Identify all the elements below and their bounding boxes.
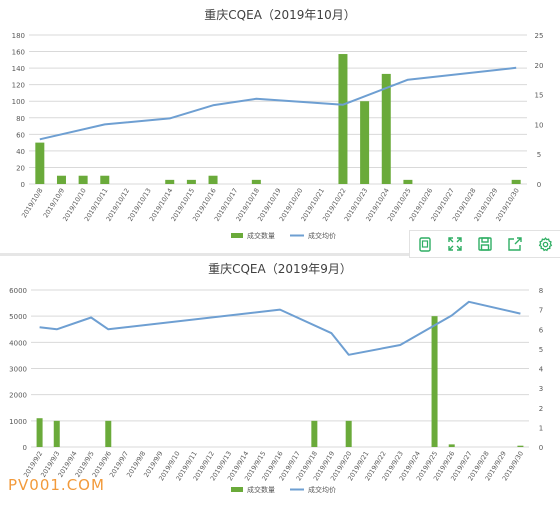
line-series-avg-price xyxy=(39,300,521,356)
share-icon[interactable] xyxy=(507,236,523,252)
x-tick-label: 2019/10/8 xyxy=(20,187,44,220)
y-left-tick-label: 60 xyxy=(16,131,25,139)
bar xyxy=(381,73,391,184)
bar xyxy=(78,175,88,184)
y-left-tick-label: 180 xyxy=(12,32,25,40)
y-left-tick-label: 3000 xyxy=(9,366,27,374)
bar xyxy=(53,420,60,447)
legend-bar-swatch xyxy=(231,487,243,492)
settings-icon[interactable] xyxy=(537,236,553,252)
chart-title: 重庆CQEA（2019年10月） xyxy=(204,8,355,22)
y-left-tick-label: 100 xyxy=(12,98,25,106)
bar xyxy=(36,418,43,447)
y-right-tick-label: 8 xyxy=(539,287,543,295)
y-right-tick-label: 15 xyxy=(535,92,544,100)
y-right-tick-label: 20 xyxy=(535,62,544,70)
bar xyxy=(511,179,521,184)
line-series-avg-price xyxy=(39,66,517,141)
y-right-tick-label: 2 xyxy=(539,405,543,413)
bar xyxy=(165,179,175,184)
y-left-tick-label: 0 xyxy=(21,181,25,189)
legend-bar-swatch xyxy=(231,233,243,238)
legend-bar-label: 成交数量 xyxy=(247,231,275,240)
y-left-tick-label: 1000 xyxy=(9,418,27,426)
bar xyxy=(360,101,370,184)
y-right-tick-label: 1 xyxy=(539,424,543,432)
y-left-tick-label: 0 xyxy=(23,444,27,452)
y-left-tick-label: 160 xyxy=(12,49,25,57)
bar xyxy=(403,179,413,184)
watermark-text: PV001.COM xyxy=(8,476,105,494)
y-right-tick-label: 5 xyxy=(537,151,541,159)
save-icon[interactable] xyxy=(477,236,493,252)
y-left-tick-label: 4000 xyxy=(9,339,27,347)
y-right-tick-label: 5 xyxy=(539,346,543,354)
y-right-tick-label: 4 xyxy=(539,366,544,374)
y-right-tick-label: 6 xyxy=(539,326,544,334)
y-left-tick-label: 120 xyxy=(12,82,25,90)
legend-bar-label: 成交数量 xyxy=(247,485,275,494)
y-right-tick-label: 7 xyxy=(539,307,543,315)
bar xyxy=(186,179,196,184)
chart-toolbar xyxy=(409,230,560,258)
y-right-tick-label: 3 xyxy=(539,385,543,393)
y-left-tick-label: 2000 xyxy=(9,392,27,400)
y-left-tick-label: 6000 xyxy=(9,287,27,295)
x-tick-label: 2019/10/9 xyxy=(42,187,66,220)
bar xyxy=(251,179,261,184)
bar xyxy=(56,175,66,184)
copy-icon[interactable] xyxy=(417,236,433,252)
bar xyxy=(448,444,455,447)
y-left-tick-label: 40 xyxy=(16,148,25,156)
legend-line-label: 成交均价 xyxy=(308,231,336,240)
y-left-tick-label: 80 xyxy=(16,115,25,123)
chart-panel-october: 重庆CQEA（2019年10月） 0 20 40 60 80 100 120 140 160 180… xyxy=(0,0,560,253)
y-right-tick-label: 0 xyxy=(539,444,543,452)
panel-divider xyxy=(0,253,560,256)
y-right-tick-label: 10 xyxy=(535,121,544,129)
chart-september: 重庆CQEA（2019年9月） 0 1000 2000 3000 4000 5000 6000… xyxy=(9,262,544,494)
y-left-tick-label: 20 xyxy=(16,164,25,172)
chart-title: 重庆CQEA（2019年9月） xyxy=(208,262,352,276)
y-right-tick-label: 0 xyxy=(537,181,541,189)
bar xyxy=(35,142,45,184)
bar xyxy=(431,316,438,447)
y-left-tick-label: 140 xyxy=(12,65,25,73)
y-left-tick-label: 5000 xyxy=(9,313,27,321)
fullscreen-icon[interactable] xyxy=(447,236,463,252)
y-right-tick-label: 25 xyxy=(535,32,544,40)
chart-october: 重庆CQEA（2019年10月）020406080100120140160180… xyxy=(12,8,544,240)
bar xyxy=(345,420,352,447)
chart-panel-september: 重庆CQEA（2019年9月） 0 1000 2000 3000 4000 5000 6000… xyxy=(0,256,560,509)
legend-line-label: 成交均价 xyxy=(308,485,336,494)
bar xyxy=(208,175,218,184)
bar xyxy=(100,175,110,184)
bar xyxy=(517,445,524,447)
bar xyxy=(105,420,112,447)
bar xyxy=(338,54,348,185)
bar xyxy=(311,420,318,447)
